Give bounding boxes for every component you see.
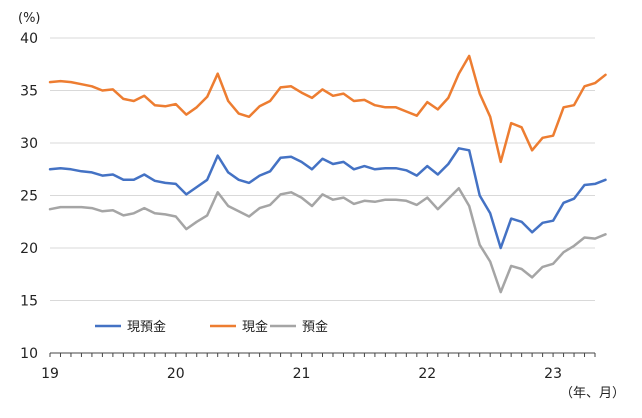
series-line-0 [48,147,607,250]
x-tick-label: 23 [544,366,562,382]
series-line-1 [48,54,607,164]
x-tick-label: 21 [293,366,311,382]
gridlines [50,37,595,301]
y-tick-label: 20 [20,241,38,257]
legend-label: 預金 [302,319,328,335]
series-lines [48,54,607,294]
series-line-2 [48,186,607,294]
x-tick-label: 22 [418,366,436,382]
y-axis-ticks: 10 15 20 25 30 35 40 [20,31,38,362]
y-tick-label: 35 [20,84,38,100]
x-axis-ticks: 19 20 21 22 23 [41,353,596,382]
legend: 現預金 現金 預金 [95,319,328,335]
y-unit-label: (%) [18,11,41,26]
y-tick-label: 25 [20,189,38,205]
x-tick-label: 20 [167,366,185,382]
legend-label: 現金 [242,319,268,335]
x-unit-label: （年、月） [560,386,625,401]
legend-label: 現預金 [127,319,166,335]
y-tick-label: 15 [20,294,38,310]
y-tick-label: 10 [20,346,38,362]
x-tick-label: 19 [41,366,59,382]
y-tick-label: 40 [20,31,38,47]
y-tick-label: 30 [20,136,38,152]
